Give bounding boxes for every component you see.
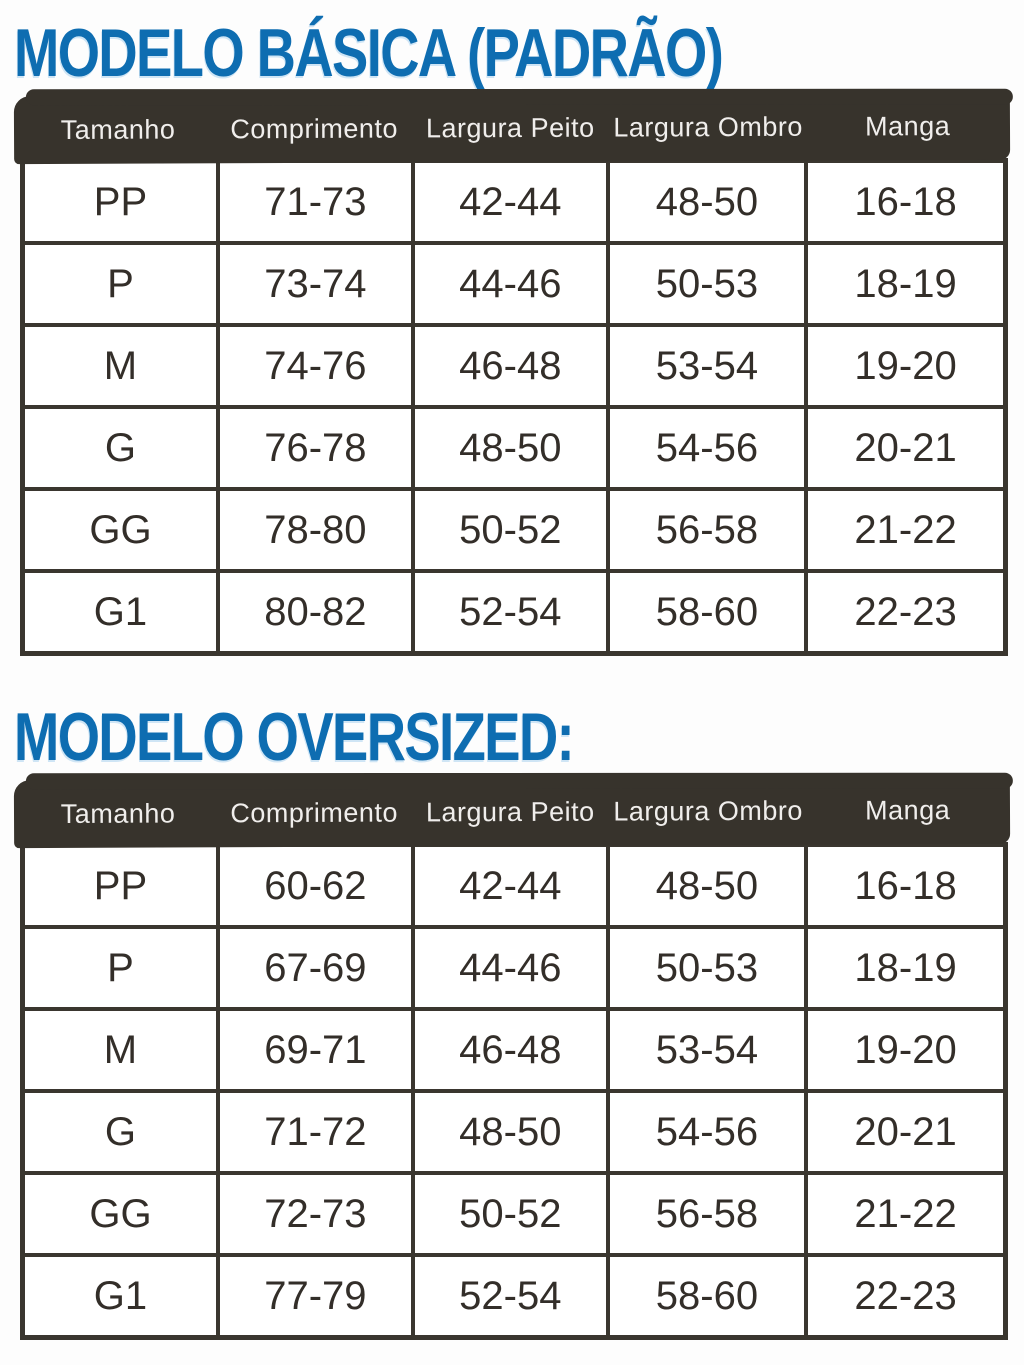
measure-cell: 19-20 [806, 1009, 1005, 1091]
measure-cell: 78-80 [217, 489, 413, 571]
size-label-cell: GG [23, 489, 218, 571]
measure-cell: 52-54 [412, 571, 608, 653]
measure-cell: 60-62 [217, 845, 413, 927]
size-label-cell: P [23, 927, 218, 1009]
table-header-bar: Tamanho Comprimento Largura Peito Largura O… [13, 775, 1011, 849]
measure-cell: 50-53 [607, 243, 807, 325]
measure-cell: 20-21 [806, 407, 1005, 489]
measure-cell: 16-18 [806, 845, 1005, 927]
table-body: PP 71-73 42-44 48-50 16-18 P 73-74 44-46 50-53 18… [20, 158, 1008, 656]
size-label-cell: GG [23, 1173, 218, 1255]
size-table-oversized: Tamanho Comprimento Largura Peito Largura O… [13, 775, 1011, 1340]
measure-cell: 48-50 [607, 845, 807, 927]
section-title-oversized: MODELO OVERSIZED: [14, 696, 1010, 778]
size-label-cell: M [23, 325, 218, 407]
measure-cell: 46-48 [412, 1009, 608, 1091]
measure-cell: 71-72 [217, 1091, 413, 1173]
measure-cell: 50-53 [607, 927, 807, 1009]
column-header: Largura Ombro [613, 111, 803, 143]
measure-cell: 18-19 [806, 927, 1005, 1009]
measure-cell: 58-60 [607, 1255, 807, 1337]
measure-cell: 21-22 [806, 489, 1005, 571]
size-label-cell: PP [23, 161, 218, 243]
measure-cell: 44-46 [412, 243, 608, 325]
measure-cell: 58-60 [607, 571, 807, 653]
measure-cell: 44-46 [412, 927, 608, 1009]
measure-cell: 77-79 [217, 1255, 413, 1337]
section-modelo-basica: MODELO BÁSICA (PADRÃO) Tamanho Compriment… [13, 12, 1011, 656]
measure-cell: 53-54 [607, 1009, 807, 1091]
measure-cell: 42-44 [412, 845, 608, 927]
section-title-basica: MODELO BÁSICA (PADRÃO) [14, 12, 1010, 94]
size-label-cell: G1 [23, 571, 218, 653]
size-table-basica: Tamanho Comprimento Largura Peito Largura O… [13, 91, 1011, 656]
column-header: Tamanho [60, 113, 176, 145]
column-header: Manga [865, 794, 951, 825]
column-header: Comprimento [230, 796, 399, 828]
size-label-cell: M [23, 1009, 218, 1091]
measure-cell: 46-48 [412, 325, 608, 407]
measure-cell: 73-74 [217, 243, 413, 325]
measure-cell: 67-69 [217, 927, 413, 1009]
column-header: Comprimento [230, 112, 399, 144]
measure-cell: 56-58 [607, 489, 807, 571]
measure-cell: 56-58 [607, 1173, 807, 1255]
size-label-cell: G [23, 407, 218, 489]
measure-cell: 48-50 [607, 161, 807, 243]
measure-cell: 50-52 [412, 1173, 608, 1255]
size-label-cell: P [23, 243, 218, 325]
measure-cell: 69-71 [217, 1009, 413, 1091]
measure-cell: 52-54 [412, 1255, 608, 1337]
measure-cell: 20-21 [806, 1091, 1005, 1173]
measure-cell: 50-52 [412, 489, 608, 571]
section-title-basica-text: MODELO BÁSICA (PADRÃO) [14, 15, 724, 91]
measure-cell: 72-73 [217, 1173, 413, 1255]
column-header: Manga [865, 110, 951, 141]
table-body: PP 60-62 42-44 48-50 16-18 P 67-69 44-46 50-53 18… [20, 842, 1008, 1340]
section-title-oversized-text: MODELO OVERSIZED: [14, 699, 575, 775]
section-modelo-oversized: MODELO OVERSIZED: Tamanho Comprimento Larg… [13, 696, 1011, 1340]
size-label-cell: G1 [23, 1255, 218, 1337]
measure-cell: 18-19 [806, 243, 1005, 325]
column-header: Largura Peito [425, 112, 595, 143]
measure-cell: 80-82 [217, 571, 413, 653]
size-label-cell: PP [23, 845, 218, 927]
measure-cell: 74-76 [217, 325, 413, 407]
measure-cell: 48-50 [412, 407, 608, 489]
measure-cell: 54-56 [607, 1091, 807, 1173]
measure-cell: 76-78 [217, 407, 413, 489]
measure-cell: 22-23 [806, 571, 1005, 653]
measure-cell: 48-50 [412, 1091, 608, 1173]
measure-cell: 16-18 [806, 161, 1005, 243]
column-header: Tamanho [60, 797, 176, 829]
column-header: Largura Ombro [613, 795, 803, 827]
measure-cell: 71-73 [217, 161, 413, 243]
table-header-bar: Tamanho Comprimento Largura Peito Largura O… [13, 91, 1011, 165]
measure-cell: 19-20 [806, 325, 1005, 407]
measure-cell: 42-44 [412, 161, 608, 243]
measure-cell: 53-54 [607, 325, 807, 407]
column-header: Largura Peito [425, 796, 595, 827]
measure-cell: 22-23 [806, 1255, 1005, 1337]
measure-cell: 21-22 [806, 1173, 1005, 1255]
size-label-cell: G [23, 1091, 218, 1173]
measure-cell: 54-56 [607, 407, 807, 489]
